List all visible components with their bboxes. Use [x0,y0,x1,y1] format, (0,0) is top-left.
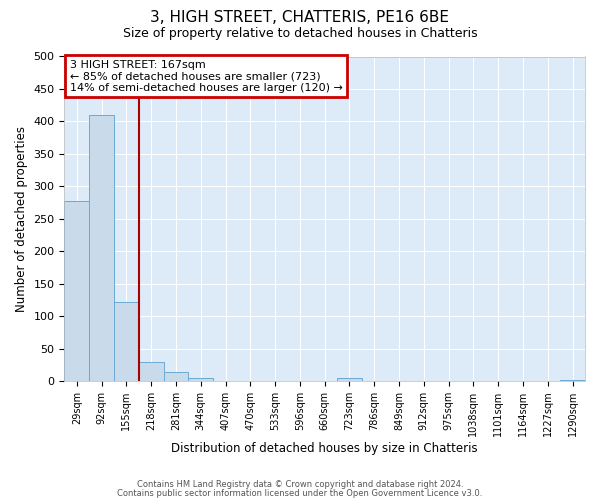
Text: 3, HIGH STREET, CHATTERIS, PE16 6BE: 3, HIGH STREET, CHATTERIS, PE16 6BE [151,10,449,25]
Bar [114,302,139,381]
Bar [139,362,164,381]
Text: Contains HM Land Registry data © Crown copyright and database right 2024.: Contains HM Land Registry data © Crown c… [137,480,463,489]
X-axis label: Distribution of detached houses by size in Chatteris: Distribution of detached houses by size … [172,442,478,455]
Bar [164,372,188,381]
Bar [560,380,585,381]
Text: Contains public sector information licensed under the Open Government Licence v3: Contains public sector information licen… [118,488,482,498]
Bar [188,378,213,381]
Y-axis label: Number of detached properties: Number of detached properties [15,126,28,312]
Bar [89,115,114,381]
Bar [337,378,362,381]
Text: 3 HIGH STREET: 167sqm
← 85% of detached houses are smaller (723)
14% of semi-det: 3 HIGH STREET: 167sqm ← 85% of detached … [70,60,343,93]
Bar [64,202,89,381]
Text: Size of property relative to detached houses in Chatteris: Size of property relative to detached ho… [122,28,478,40]
